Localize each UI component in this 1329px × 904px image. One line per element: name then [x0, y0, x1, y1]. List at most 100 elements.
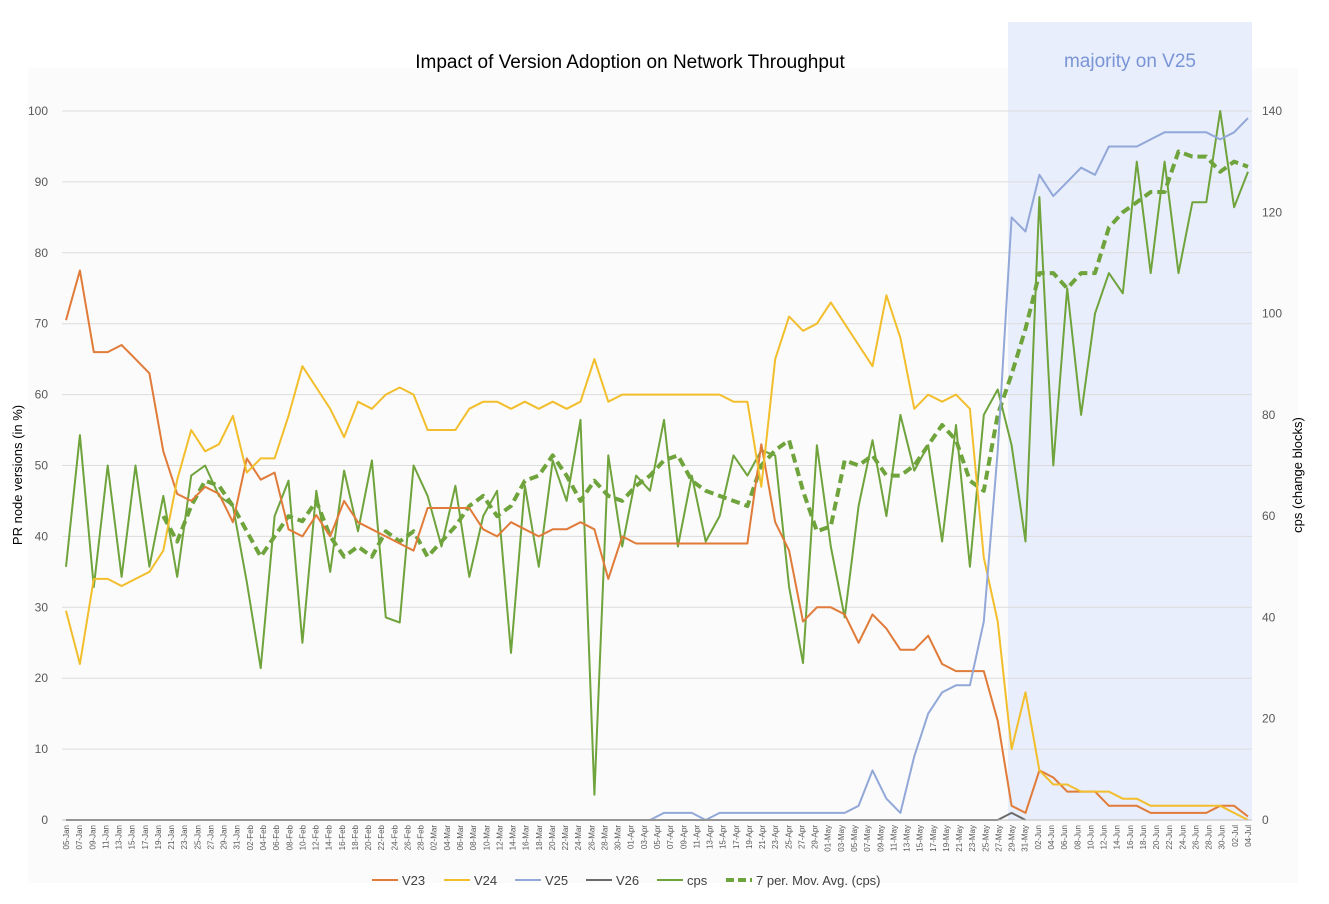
x-axis-ticks: 05-Jan 07-Jan 09-Jan 11-Jan 13-Jan 15-Jan 17-J…	[62, 824, 1253, 851]
x-tick-label: 08-Mar	[469, 825, 478, 851]
legend-label: V26	[616, 873, 639, 888]
series-line-v23	[65, 269, 1249, 818]
x-tick-label: 06-Mar	[456, 825, 465, 851]
y-tick-label: 50	[35, 459, 49, 473]
x-tick-label: 19-Apr	[745, 825, 754, 849]
x-tick-label: 25-Apr	[784, 825, 793, 849]
chart-title: Impact of Version Adoption on Network Th…	[415, 52, 845, 73]
legend-label: V24	[474, 873, 497, 888]
x-tick-label: 12-Mar	[495, 825, 504, 851]
x-tick-label: 07-May	[863, 825, 872, 852]
x-tick-label: 21-May	[955, 825, 964, 852]
x-tick-label: 30-Mar	[614, 825, 623, 851]
x-tick-label: 26-Mar	[587, 825, 596, 851]
x-tick-label: 03-Apr	[640, 825, 649, 849]
y2-tick-label: 120	[1262, 205, 1282, 219]
x-tick-label: 13-Apr	[706, 825, 715, 849]
x-tick-label: 07-Jan	[75, 825, 84, 849]
x-tick-label: 05-Jan	[62, 825, 71, 849]
x-tick-label: 07-Apr	[666, 825, 675, 849]
right-axis-ticks: 0 20 40 60 80 100 120 140	[1262, 104, 1282, 827]
x-tick-label: 04-Feb	[259, 824, 268, 850]
x-tick-label: 27-May	[994, 825, 1003, 852]
x-tick-label: 22-Jun	[1165, 825, 1174, 849]
x-tick-label: 31-May	[1021, 825, 1030, 852]
x-tick-label: 03-May	[837, 825, 846, 852]
x-tick-label: 24-Jun	[1178, 825, 1187, 849]
x-tick-label: 27-Apr	[797, 825, 806, 849]
legend-label: cps	[687, 873, 708, 888]
y2-tick-label: 40	[1262, 610, 1276, 624]
y-tick-label: 100	[28, 104, 48, 118]
x-tick-label: 20-Mar	[548, 825, 557, 851]
series-line-cps	[65, 110, 1249, 796]
x-tick-label: 30-Jun	[1218, 825, 1227, 849]
x-tick-label: 05-Apr	[653, 825, 662, 849]
y2-tick-label: 60	[1262, 509, 1276, 523]
x-tick-label: 15-Apr	[719, 825, 728, 849]
x-tick-label: 23-Apr	[771, 825, 780, 849]
x-tick-label: 21-Apr	[758, 825, 767, 849]
y2-tick-label: 0	[1262, 813, 1269, 827]
y-tick-label: 90	[35, 175, 49, 189]
x-tick-label: 24-Feb	[390, 824, 399, 850]
x-tick-label: 28-Jun	[1205, 825, 1214, 849]
x-tick-label: 04-Mar	[443, 825, 452, 851]
x-tick-label: 12-Feb	[312, 824, 321, 850]
x-tick-label: 26-Feb	[403, 824, 412, 850]
x-tick-label: 02-Feb	[246, 824, 255, 850]
legend-label: V23	[402, 873, 425, 888]
x-tick-label: 08-Feb	[285, 824, 294, 850]
y-tick-label: 10	[35, 742, 49, 756]
x-tick-label: 24-Mar	[574, 825, 583, 851]
x-tick-label: 17-Apr	[732, 825, 741, 849]
legend-label: 7 per. Mov. Avg. (cps)	[756, 873, 881, 888]
x-tick-label: 11-May	[889, 825, 898, 851]
y-tick-label: 30	[35, 600, 49, 614]
x-tick-label: 04-Jul	[1244, 825, 1253, 847]
x-tick-label: 16-Jun	[1126, 825, 1135, 849]
x-tick-label: 26-Jun	[1191, 825, 1200, 849]
x-tick-label: 14-Jun	[1113, 825, 1122, 849]
x-tick-label: 19-May	[942, 825, 951, 852]
x-tick-label: 20-Jun	[1152, 825, 1161, 849]
x-tick-label: 17-Jan	[141, 825, 150, 849]
x-tick-label: 18-Jun	[1139, 825, 1148, 849]
x-tick-label: 23-May	[968, 825, 977, 852]
x-tick-label: 10-Mar	[482, 825, 491, 851]
y-tick-label: 0	[41, 813, 48, 827]
x-tick-label: 14-Feb	[325, 824, 334, 850]
x-tick-label: 09-Jan	[88, 825, 97, 849]
left-axis-ticks: 0 10 20 30 40 50 60 70 80 90 100	[28, 104, 48, 827]
gridlines	[62, 110, 1252, 821]
y-axis-label: PR node versions (in %)	[10, 405, 25, 545]
x-tick-label: 15-May	[916, 825, 925, 852]
y-tick-label: 40	[35, 529, 49, 543]
x-tick-label: 28-Feb	[417, 824, 426, 850]
x-tick-label: 16-Feb	[338, 824, 347, 850]
x-tick-label: 02-Jun	[1034, 825, 1043, 849]
x-tick-label: 22-Feb	[377, 824, 386, 850]
x-tick-label: 18-Feb	[351, 824, 360, 850]
x-tick-label: 20-Feb	[364, 824, 373, 850]
series-line-v24	[65, 294, 1249, 821]
x-tick-label: 19-Jan	[154, 825, 163, 849]
x-tick-label: 01-May	[824, 825, 833, 852]
x-tick-label: 17-May	[929, 825, 938, 852]
x-tick-label: 15-Jan	[128, 825, 137, 849]
x-tick-label: 25-May	[981, 825, 990, 852]
y2-tick-label: 140	[1262, 104, 1282, 118]
y2-tick-label: 100	[1262, 307, 1282, 321]
legend-label: V25	[545, 873, 568, 888]
y-tick-label: 20	[35, 671, 49, 685]
x-tick-label: 25-Jan	[193, 825, 202, 849]
x-tick-label: 21-Jan	[167, 825, 176, 849]
x-tick-label: 11-Jan	[101, 825, 110, 849]
x-tick-label: 18-Mar	[535, 825, 544, 851]
x-tick-label: 09-Apr	[679, 825, 688, 849]
x-tick-label: 08-Jun	[1073, 825, 1082, 849]
x-tick-label: 12-Jun	[1100, 825, 1109, 849]
x-tick-label: 29-May	[1008, 825, 1017, 852]
x-tick-label: 29-Apr	[811, 825, 820, 849]
